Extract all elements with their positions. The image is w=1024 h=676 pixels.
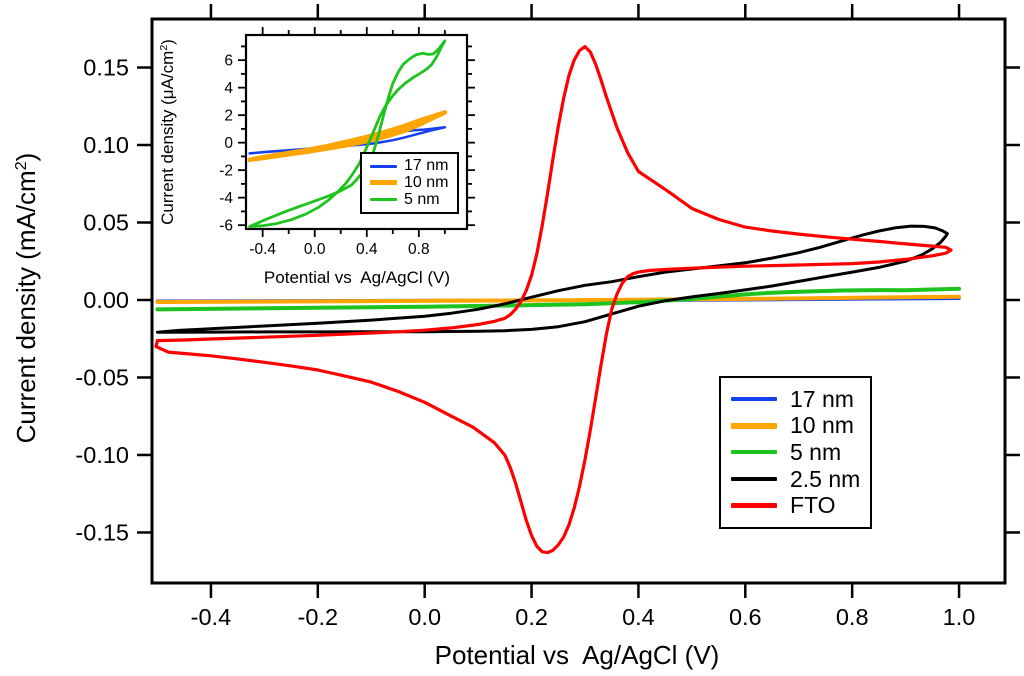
main-series-fto — [154, 45, 953, 555]
main-legend-item-label: 10 nm — [790, 412, 854, 439]
main-y-axis-title: Current density (mA/cm2) — [7, 88, 45, 508]
main-x-axis-title: Potential vs Ag/AgCl (V) — [434, 640, 720, 670]
inset-frame — [244, 33, 469, 231]
main-plot: -0.4 -0.2 0.0 0.2 0.4 0.6 0.8 1.0 0.15 0.10 0.05 0.… — [75, 4, 1020, 630]
inset-tick-labels: -0.4 0.0 0.4 0.8 6 4 2 0 -2 -4 -6 — [219, 53, 429, 258]
main-y-tick-label: -0.15 — [75, 520, 129, 546]
inset-y-tick-label: -4 — [219, 190, 233, 207]
main-x-tick-label: -0.2 — [298, 604, 339, 630]
main-y-tick-label: 0.10 — [83, 132, 129, 158]
inset-legend: 17 nm 10 nm 5 nm — [360, 152, 459, 214]
main-x-tick-label: -0.4 — [191, 604, 232, 630]
inset-y-axis-title-close: ) — [158, 39, 177, 45]
main-ticks — [137, 4, 1020, 598]
main-legend-line-swatch-17-nm — [731, 397, 777, 402]
inset-plot: -0.4 0.0 0.4 0.8 6 4 2 0 -2 -4 -6 — [219, 27, 475, 258]
main-x-tick-label: 0.2 — [515, 604, 548, 630]
main-legend-item-10-nm: 10 nm — [731, 414, 866, 437]
main-series-2.5-nm — [156, 224, 949, 334]
inset-legend-item-label: 10 nm — [404, 173, 449, 191]
main-x-tick-label: 0.6 — [729, 604, 762, 630]
main-y-tick-label: 0.00 — [83, 287, 129, 313]
main-legend-line-swatch-fto — [731, 503, 777, 509]
main-legend: 17 nm 10 nm 5 nm 2.5 nm FTO — [719, 376, 872, 529]
main-legend-item-2.5-nm: 2.5 nm — [731, 465, 866, 492]
main-series-5-nm — [155, 286, 961, 312]
inset-x-tick-label: 0.4 — [356, 241, 378, 258]
inset-y-axis-title: Current density (μA/cm2) — [157, 2, 179, 262]
inset-series-5-nm — [248, 39, 447, 228]
main-legend-line-swatch-2.5-nm — [731, 477, 777, 482]
inset-legend-item-17-nm: 17 nm — [370, 158, 455, 174]
main-legend-item-label: FTO — [790, 492, 836, 519]
main-legend-item-label: 5 nm — [790, 438, 842, 465]
inset-x-tick-label: 0.0 — [304, 241, 326, 258]
inset-x-axis-title: Potential vs Ag/AgCl (V) — [263, 268, 451, 287]
main-frame — [150, 17, 1007, 585]
main-x-tick-label: 1.0 — [943, 604, 976, 630]
inset-y-axis-title-superscript: 2 — [158, 44, 171, 51]
main-legend-line-swatch-5-nm — [731, 450, 777, 455]
main-x-tick-label: 0.0 — [408, 604, 441, 630]
main-y-tick-label: 0.15 — [83, 55, 129, 81]
main-legend-item-label: 17 nm — [790, 385, 854, 412]
main-tick-labels: -0.4 -0.2 0.0 0.2 0.4 0.6 0.8 1.0 0.15 0.10 0.05 0.… — [75, 55, 975, 631]
main-x-tick-label: 0.8 — [836, 604, 869, 630]
main-y-tick-label: -0.10 — [75, 442, 129, 468]
main-y-tick-label: -0.05 — [75, 365, 129, 391]
main-legend-item-17-nm: 17 nm — [731, 385, 866, 412]
inset-series-10-nm — [247, 110, 448, 163]
inset-y-tick-label: 4 — [224, 80, 233, 97]
main-x-tick-label: 0.4 — [622, 604, 655, 630]
inset-y-axis-title-text: Current density (μA/cm — [158, 50, 177, 225]
inset-y-tick-label: 6 — [224, 53, 233, 70]
main-legend-item-5-nm: 5 nm — [731, 438, 866, 465]
inset-y-tick-label: 0 — [224, 135, 233, 152]
main-y-axis-title-close: ) — [11, 152, 41, 162]
inset-y-tick-label: -2 — [219, 163, 233, 180]
inset-x-tick-label: 0.8 — [408, 241, 430, 258]
main-y-axis-title-text: Current density (mA/cm — [11, 170, 41, 444]
inset-legend-item-label: 17 nm — [404, 157, 449, 175]
main-legend-item-fto: FTO — [731, 494, 866, 517]
inset-y-tick-label: 2 — [224, 108, 233, 125]
main-y-tick-label: 0.05 — [83, 210, 129, 236]
main-y-axis-title-superscript: 2 — [12, 161, 31, 171]
main-legend-line-swatch-10-nm — [731, 422, 777, 429]
inset-legend-item-10-nm: 10 nm — [370, 173, 455, 191]
inset-legend-line-swatch-17-nm — [370, 164, 397, 168]
inset-legend-line-swatch-5-nm — [370, 198, 397, 202]
inset-legend-line-swatch-10-nm — [370, 180, 397, 186]
main-legend-item-label: 2.5 nm — [790, 465, 861, 492]
inset-x-tick-label: -0.4 — [249, 241, 276, 258]
inset-legend-item-label: 5 nm — [404, 190, 440, 208]
inset-legend-item-5-nm: 5 nm — [370, 190, 455, 208]
inset-y-tick-label: -6 — [219, 218, 233, 235]
